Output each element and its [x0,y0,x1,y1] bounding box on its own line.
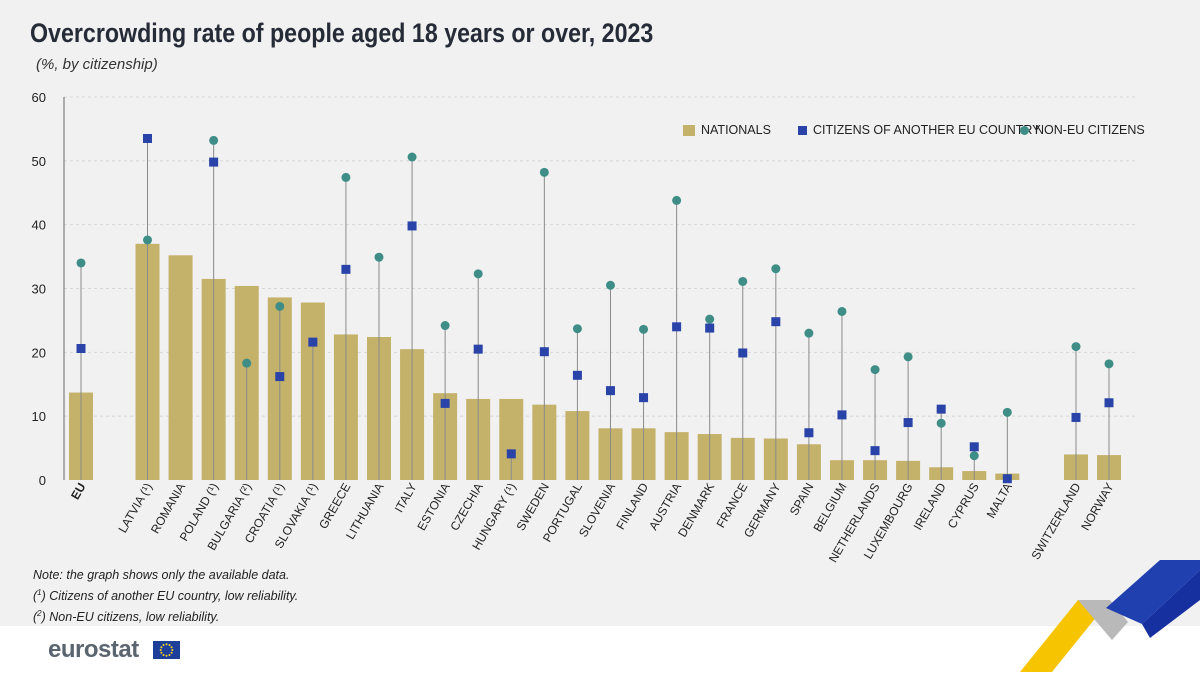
marker-non-eu [605,280,615,290]
marker-eu-citizens [143,133,152,143]
y-tick-label: 0 [39,473,46,488]
x-tick-label: MALTA [984,481,1015,521]
footnote-mark: 2 [37,609,42,619]
marker-non-eu [903,352,913,362]
x-tick-label: ITALY [392,481,420,515]
x-tick-label: SWITZERLAND [1028,480,1083,562]
marker-eu-citizens [473,344,483,354]
legend-item-nationals: NATIONALS [683,122,771,138]
legend-item-non-eu: NON-EU CITIZENS [1020,122,1145,138]
eu-flag-icon [153,641,180,659]
brand-decoration [1020,560,1200,672]
note-text: Non-EU citizens, low reliability. [45,610,220,625]
x-tick-label: FRANCE [714,481,751,531]
x-tick-label: NORWAY [1078,481,1116,533]
y-tick-label: 40 [32,218,46,233]
marker-eu-citizens [1002,474,1012,484]
marker-non-eu [1104,359,1114,369]
marker-non-eu [771,264,781,274]
marker-non-eu [837,306,847,316]
legend-label-nationals: NATIONALS [701,123,771,137]
marker-eu-citizens [539,347,549,357]
marker-eu-citizens [1071,412,1081,422]
marker-non-eu [1071,342,1081,352]
marker-non-eu [738,276,748,286]
marker-non-eu [672,195,682,205]
marker-eu-citizens [837,410,847,420]
legend-label-eu-citizens: CITIZENS OF ANOTHER EU COUNTRY [813,123,1041,137]
marker-non-eu [473,269,483,279]
x-tick-label: EU [68,481,88,502]
note-line-3: (2) Non-EU citizens, low reliability. [33,609,220,625]
marker-eu-citizens [903,418,913,428]
y-tick-label: 50 [32,154,46,169]
x-tick-label: IRELAND [911,480,949,532]
marker-eu-citizens [1104,398,1114,408]
marker-eu-citizens [936,404,946,414]
marker-non-eu [275,301,285,311]
marker-non-eu [341,172,351,182]
chart-subtitle: (%, by citizenship) [36,56,158,73]
note-text: Citizens of another EU country, low reli… [45,589,299,604]
marker-eu-citizens [76,344,86,354]
marker-eu-citizens [308,337,318,347]
chart-notes: Note: the graph shows only the available… [33,566,298,626]
x-tick-label: CYPRUS [945,481,982,531]
marker-non-eu [804,328,814,338]
footnote-mark: 1 [37,588,42,597]
marker-eu-citizens [440,398,450,408]
marker-eu-citizens [672,322,682,332]
marker-eu-citizens [572,370,582,380]
bar-nationals [168,255,193,480]
marker-non-eu [209,135,219,145]
marker-eu-citizens [738,348,748,358]
legend-item-eu-citizens: CITIZENS OF ANOTHER EU COUNTRY [798,122,1041,138]
marker-non-eu [969,451,979,461]
marker-eu-citizens [506,449,516,459]
x-tick-label: GREECE [316,481,353,532]
marker-eu-citizens [870,446,880,456]
legend-bar-swatch [683,124,695,136]
marker-eu-citizens [705,323,715,333]
x-tick-label: FINLAND [613,480,651,532]
note-line-2: (1) Citizens of another EU country, low … [33,588,299,604]
marker-non-eu [440,321,450,331]
y-tick-label: 10 [32,409,46,424]
marker-eu-citizens [771,317,781,327]
y-tick-label: 30 [32,282,46,297]
marker-eu-citizens [275,372,285,382]
y-tick-label: 60 [32,90,46,105]
marker-eu-citizens [407,221,417,231]
footer-band [0,626,1200,675]
marker-eu-citizens [605,386,615,396]
marker-eu-citizens [209,157,219,167]
marker-non-eu [242,358,252,368]
marker-eu-citizens [341,264,351,274]
chart-title: Overcrowding rate of people aged 18 year… [30,18,654,48]
eurostat-logo: eurostat [48,636,139,663]
y-tick-label: 20 [32,345,46,360]
marker-non-eu [1002,407,1012,417]
marker-eu-citizens [804,428,814,438]
marker-non-eu [870,365,880,375]
legend-label-non-eu: NON-EU CITIZENS [1035,123,1145,137]
note-line-1: Note: the graph shows only the available… [33,568,290,582]
marker-eu-citizens [639,393,649,403]
marker-non-eu [936,418,946,428]
marker-non-eu [143,235,152,245]
marker-non-eu [639,324,649,334]
marker-non-eu [407,152,417,162]
marker-non-eu [539,167,549,177]
marker-eu-citizens [969,442,979,452]
marker-non-eu [572,324,582,334]
marker-non-eu [374,252,384,262]
x-tick-label: SPAIN [787,481,817,518]
marker-non-eu [705,314,715,324]
legend-square-swatch [798,125,807,135]
legend-dot-swatch [1020,125,1029,135]
marker-non-eu [76,258,86,268]
